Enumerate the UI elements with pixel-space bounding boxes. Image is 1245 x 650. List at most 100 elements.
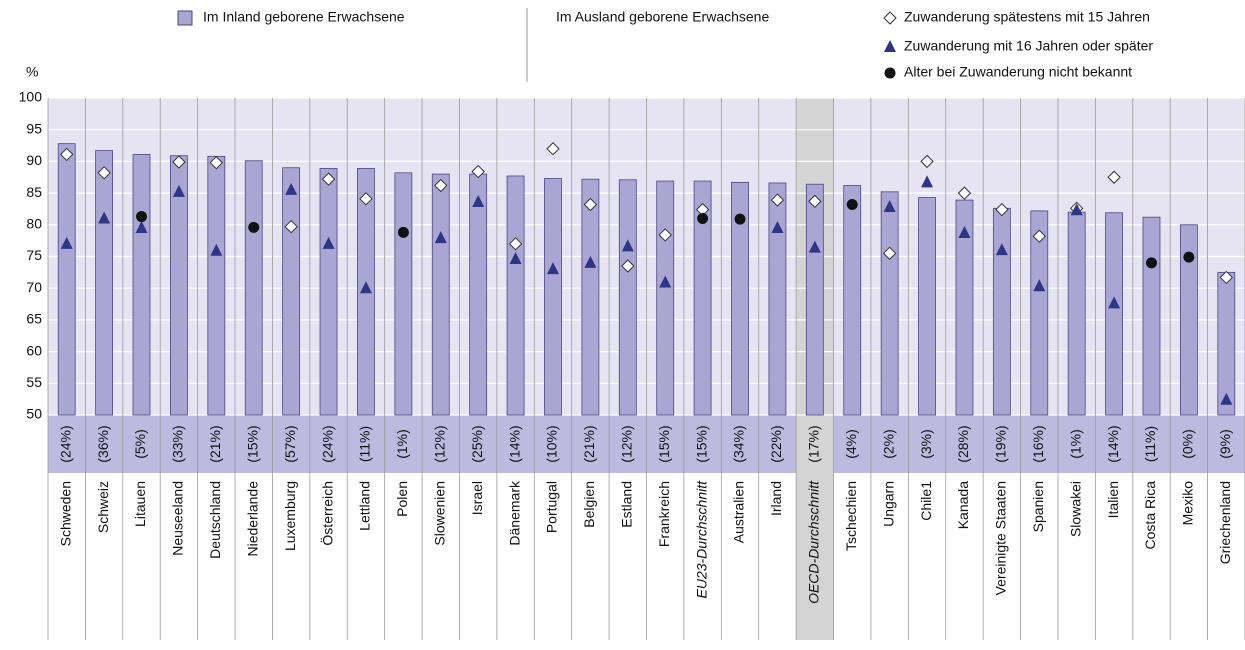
diamond-marker	[770, 193, 785, 207]
share-label: (16%)	[1030, 425, 1046, 462]
legend-label: Zuwanderung mit 16 Jahren oder später	[904, 38, 1153, 54]
diamond-marker	[546, 142, 560, 156]
bar	[843, 185, 862, 416]
x-tick-label: Estland	[619, 481, 635, 528]
share-label: (57%)	[282, 425, 298, 462]
x-tick-label: Österreich	[318, 481, 335, 546]
x-tick-label: Slowakei	[1067, 481, 1083, 537]
bar	[282, 167, 301, 416]
y-tick-label: 85	[26, 184, 42, 200]
diamond-marker	[957, 186, 972, 200]
circle-marker	[397, 226, 409, 238]
bar	[880, 191, 899, 416]
legend-header: Im Ausland geborene Erwachsene	[556, 9, 769, 25]
bar	[57, 143, 76, 416]
bar	[132, 154, 151, 416]
diamond-marker	[284, 219, 298, 234]
bar	[805, 183, 824, 416]
bar	[731, 181, 749, 416]
circle-marker	[734, 213, 746, 225]
diamond-marker	[583, 197, 598, 212]
circle-marker	[1183, 251, 1195, 263]
x-tick-label: Australien	[731, 481, 747, 543]
x-tick-label: Lettland	[357, 481, 373, 531]
triangle-marker	[172, 184, 185, 197]
bar	[1142, 216, 1161, 416]
circle-marker	[136, 211, 148, 223]
x-tick-label: Chile1	[918, 481, 934, 521]
bar	[581, 178, 600, 416]
share-label: (33%)	[170, 425, 186, 462]
x-tick-label: Portugal	[544, 481, 560, 533]
legend-swatch	[883, 11, 897, 25]
share-label: (0%)	[1180, 429, 1196, 459]
share-label: (17%)	[806, 425, 822, 462]
diamond-marker	[59, 147, 74, 162]
y-tick-label: 100	[19, 89, 43, 105]
diamond-marker	[471, 164, 485, 179]
share-label: (19%)	[993, 425, 1009, 462]
bar	[244, 160, 263, 416]
share-label: (1%)	[1067, 429, 1083, 459]
diamond-marker	[1219, 270, 1234, 285]
share-label: (3%)	[918, 429, 934, 459]
diamond-marker	[209, 155, 224, 170]
x-tick-label: OECD-Durchschnitt	[806, 480, 822, 604]
x-tick-label: Deutschland	[207, 481, 223, 559]
bar	[656, 180, 675, 416]
x-tick-label: Frankreich	[656, 481, 672, 547]
x-tick-label: Ungarn	[880, 481, 896, 527]
diamond-marker	[621, 259, 635, 273]
share-label: (24%)	[57, 425, 73, 462]
diamond-marker	[920, 154, 934, 169]
diamond-marker	[1032, 229, 1046, 243]
triangle-marker	[883, 200, 896, 213]
diamond-marker	[1107, 170, 1121, 184]
bar	[618, 179, 637, 416]
x-tick-label: Schweiz	[95, 481, 111, 533]
triangle-marker	[546, 262, 559, 275]
bar	[992, 207, 1011, 416]
legend-label: Im Inland geborene Erwachsene	[203, 9, 405, 25]
triangle-marker	[808, 240, 821, 253]
x-tick-label: Vereinigte Staaten	[993, 481, 1009, 595]
triangle-marker	[1220, 392, 1233, 405]
share-label: (15%)	[656, 425, 672, 462]
triangle-marker	[621, 239, 634, 252]
x-tick-label: EU23-Durchschnitt	[693, 480, 709, 599]
share-label: (22%)	[768, 425, 784, 462]
triangle-marker	[1070, 203, 1083, 216]
triangle-marker	[659, 275, 672, 288]
legend-swatch	[884, 40, 896, 52]
x-tick-label: Irland	[768, 481, 784, 516]
share-label: (10%)	[544, 425, 560, 462]
diamond-marker	[808, 194, 822, 209]
x-tick-label: Neuseeland	[170, 481, 186, 556]
legend-label: Alter bei Zuwanderung nicht bekannt	[904, 64, 1132, 80]
bar	[95, 150, 114, 416]
share-label: (36%)	[95, 425, 111, 462]
share-label: (24%)	[319, 425, 335, 462]
bar	[394, 172, 413, 416]
x-tick-label: Polen	[394, 481, 410, 517]
bar	[768, 182, 787, 416]
circle-marker	[248, 221, 260, 233]
y-tick-label: 80	[26, 216, 42, 232]
share-label: (4%)	[843, 429, 859, 459]
diamond-marker	[658, 228, 672, 242]
bar	[544, 178, 562, 416]
y-axis-label: %	[26, 64, 38, 80]
x-tick-label: Litauen	[132, 481, 148, 527]
bar	[1030, 210, 1049, 416]
triangle-marker	[771, 220, 784, 233]
share-label: (28%)	[955, 425, 971, 462]
y-tick-label: 75	[26, 247, 42, 263]
circle-marker	[697, 212, 709, 224]
bar	[955, 199, 974, 416]
bar	[207, 155, 226, 416]
share-label: (11%)	[1142, 426, 1158, 462]
x-tick-label: Israel	[469, 481, 485, 515]
circle-marker	[1145, 257, 1157, 269]
diamond-marker	[172, 155, 186, 169]
bar	[693, 180, 712, 416]
